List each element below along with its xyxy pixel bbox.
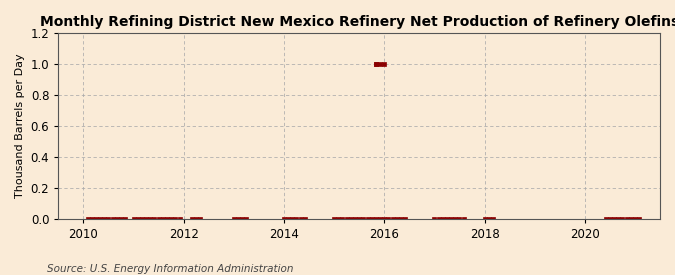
Title: Monthly Refining District New Mexico Refinery Net Production of Refinery Olefins: Monthly Refining District New Mexico Ref… [40, 15, 675, 29]
Y-axis label: Thousand Barrels per Day: Thousand Barrels per Day [15, 54, 25, 198]
Text: Source: U.S. Energy Information Administration: Source: U.S. Energy Information Administ… [47, 264, 294, 274]
